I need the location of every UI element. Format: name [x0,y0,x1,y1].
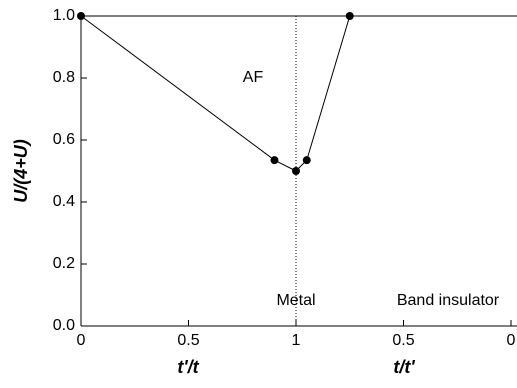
data-point [292,167,300,175]
data-point [77,12,85,20]
x-tick-label: 0.5 [177,332,199,349]
annotation: AF [243,69,264,86]
data-point [270,156,279,165]
x-tick-label: 1 [292,332,301,349]
x-tick-label: 0.5 [392,332,414,349]
y-tick-label: 0.0 [53,317,75,334]
x-tick-label: 0 [507,332,516,349]
data-line [80,15,351,172]
annotation: Metal [276,292,315,309]
y-axis-label: U/(4+U) [11,139,31,203]
y-tick-label: 0.2 [53,255,75,272]
data-point [302,156,311,165]
y-tick-label: 0.6 [53,131,75,148]
y-tick-label: 0.4 [53,193,75,210]
x-tick-label: 0 [77,332,86,349]
x-axis-label: t'/t [177,357,199,377]
annotation: Band insulator [397,292,500,309]
data-point [345,12,354,20]
y-tick-label: 0.8 [53,69,75,86]
x-axis-label: t/t' [393,357,415,377]
y-tick-label: 1.0 [53,7,75,24]
